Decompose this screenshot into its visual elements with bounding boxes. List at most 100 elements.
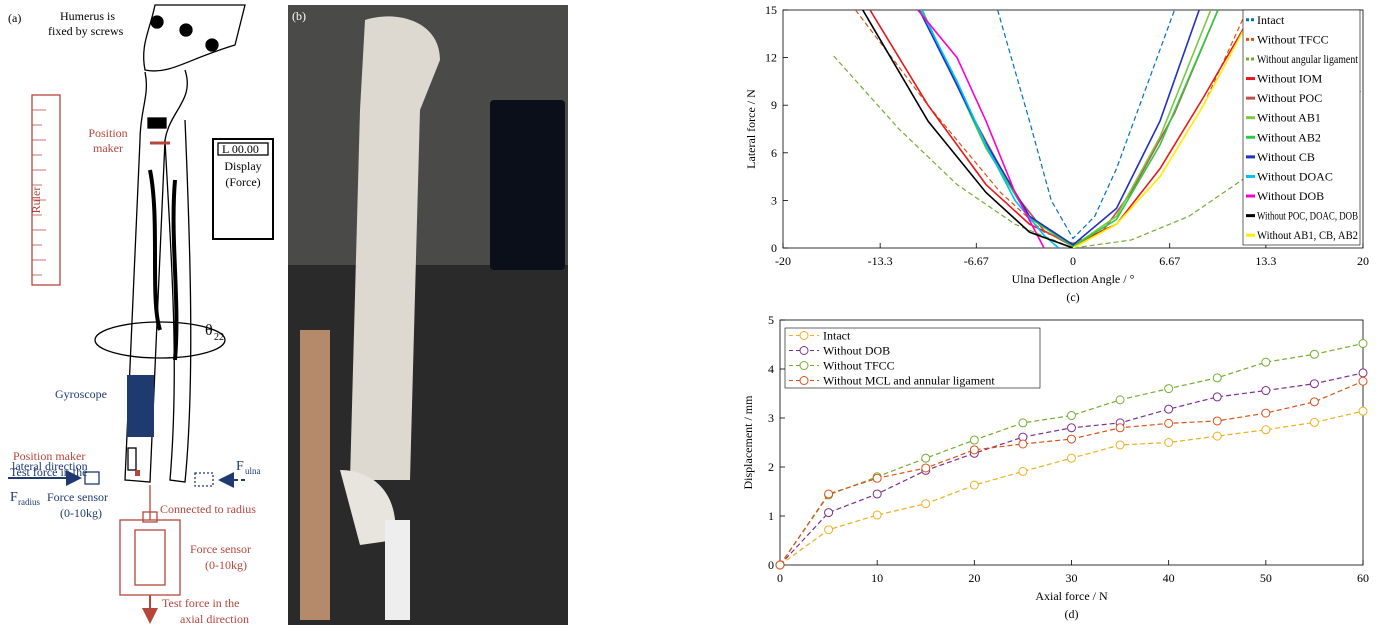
force-sub: ulna	[245, 466, 261, 476]
legend-label: Intact	[1257, 13, 1285, 27]
data-point	[1067, 423, 1076, 433]
data-point	[1212, 431, 1222, 441]
display-reading: L 00.00	[222, 142, 259, 156]
legend-label: Without DOB	[823, 344, 890, 358]
data-point	[775, 560, 785, 570]
series-line	[779, 380, 1364, 566]
data-point	[1358, 339, 1368, 349]
data-point	[824, 489, 834, 499]
series-line	[855, 10, 1248, 244]
x-tick-label: 6.67	[1159, 254, 1180, 268]
y-tick-label: 3	[771, 193, 777, 207]
panel-label: (b)	[292, 9, 306, 23]
legend-marker	[799, 376, 809, 385]
note: Gyroscope	[55, 387, 107, 401]
note: (0-10kg)	[60, 506, 102, 520]
note: Display	[224, 159, 261, 173]
data-point	[921, 499, 931, 509]
legend-label: Without CB	[1257, 150, 1315, 164]
data-point	[1309, 417, 1319, 427]
note: Test force in the	[162, 596, 239, 610]
data-point	[1164, 418, 1174, 428]
series-line	[779, 372, 1364, 566]
series-line	[918, 10, 1200, 246]
data-point	[1212, 416, 1222, 426]
force-sub: radius	[18, 497, 40, 507]
data-point	[872, 510, 882, 520]
legend-box	[1242, 9, 1361, 246]
x-tick-label: 13.3	[1255, 254, 1276, 268]
note: Test force in the	[10, 465, 87, 479]
legend-label: Intact	[823, 329, 851, 343]
legend-label: Without AB1, CB, AB2	[1257, 228, 1358, 242]
y-tick-label: 2	[768, 460, 774, 474]
x-tick-label: 60	[1357, 571, 1369, 585]
data-point	[969, 445, 979, 455]
x-tick-label: 10	[871, 571, 883, 585]
legend-label: Without MCL and annular ligament	[823, 374, 995, 388]
force-symbol: F	[10, 490, 18, 505]
series-line	[920, 10, 1060, 248]
data-point	[1212, 392, 1222, 402]
data-point	[824, 525, 834, 535]
data-point	[969, 480, 979, 490]
data-point	[1164, 384, 1174, 394]
series-line	[862, 10, 1074, 248]
x-tick-label: 40	[1163, 571, 1175, 585]
force-symbol: F	[236, 459, 244, 474]
legend-label: Without TFCC	[823, 359, 895, 373]
data-point	[1261, 408, 1271, 418]
note: Humerus is	[60, 9, 115, 23]
y-tick-label: 15	[765, 3, 777, 17]
y-axis-label: Displacement / mm	[741, 395, 755, 490]
x-tick-label: 0	[777, 571, 783, 585]
data-point	[1261, 357, 1271, 367]
note: Force sensor	[47, 490, 108, 504]
data-point	[1164, 438, 1174, 447]
data-point	[969, 435, 979, 445]
y-tick-label: 9	[771, 98, 777, 112]
x-axis-label: Axial force / N	[1035, 589, 1108, 603]
panel-label: (d)	[1065, 607, 1079, 621]
data-point	[1358, 376, 1368, 386]
x-tick-label: -6.67	[964, 254, 989, 268]
panel-a	[8, 4, 274, 624]
legend-label: Without DOB	[1257, 189, 1324, 203]
note: (Force)	[225, 175, 260, 189]
data-point	[1067, 434, 1076, 444]
data-point	[824, 508, 834, 518]
data-point	[1018, 439, 1028, 449]
data-point	[1212, 373, 1222, 383]
note: Position maker	[13, 449, 85, 463]
legend-label: Without angular ligament	[1257, 52, 1359, 66]
series-line	[920, 10, 1219, 248]
note: Force sensor	[190, 542, 251, 556]
data-point	[1358, 368, 1368, 378]
ruler-label: Ruler	[29, 187, 43, 214]
data-point	[1358, 406, 1368, 416]
data-point	[1018, 418, 1028, 428]
legend-marker	[799, 361, 809, 370]
theta-sub: 22	[214, 332, 224, 343]
y-tick-label: 6	[771, 146, 777, 160]
y-tick-label: 0	[768, 558, 774, 572]
data-point	[872, 489, 882, 499]
x-axis-label: Ulna Deflection Angle / °	[1012, 272, 1135, 286]
data-point	[872, 473, 882, 483]
note: maker	[93, 141, 123, 155]
x-tick-label: 0	[1070, 254, 1076, 268]
legend-label: Without TFCC	[1257, 32, 1329, 46]
data-point	[1067, 453, 1076, 463]
data-point	[1261, 425, 1271, 435]
legend-label: Without AB2	[1257, 130, 1321, 144]
theta: θ	[205, 322, 213, 339]
legend-marker	[799, 346, 809, 355]
y-tick-label: 12	[765, 51, 777, 65]
y-tick-label: 1	[768, 509, 774, 523]
legend-label: Without IOM	[1257, 72, 1323, 86]
series-line	[1072, 10, 1255, 248]
x-tick-label: 20	[1357, 254, 1369, 268]
series-line	[917, 10, 1045, 248]
data-point	[1261, 386, 1271, 396]
